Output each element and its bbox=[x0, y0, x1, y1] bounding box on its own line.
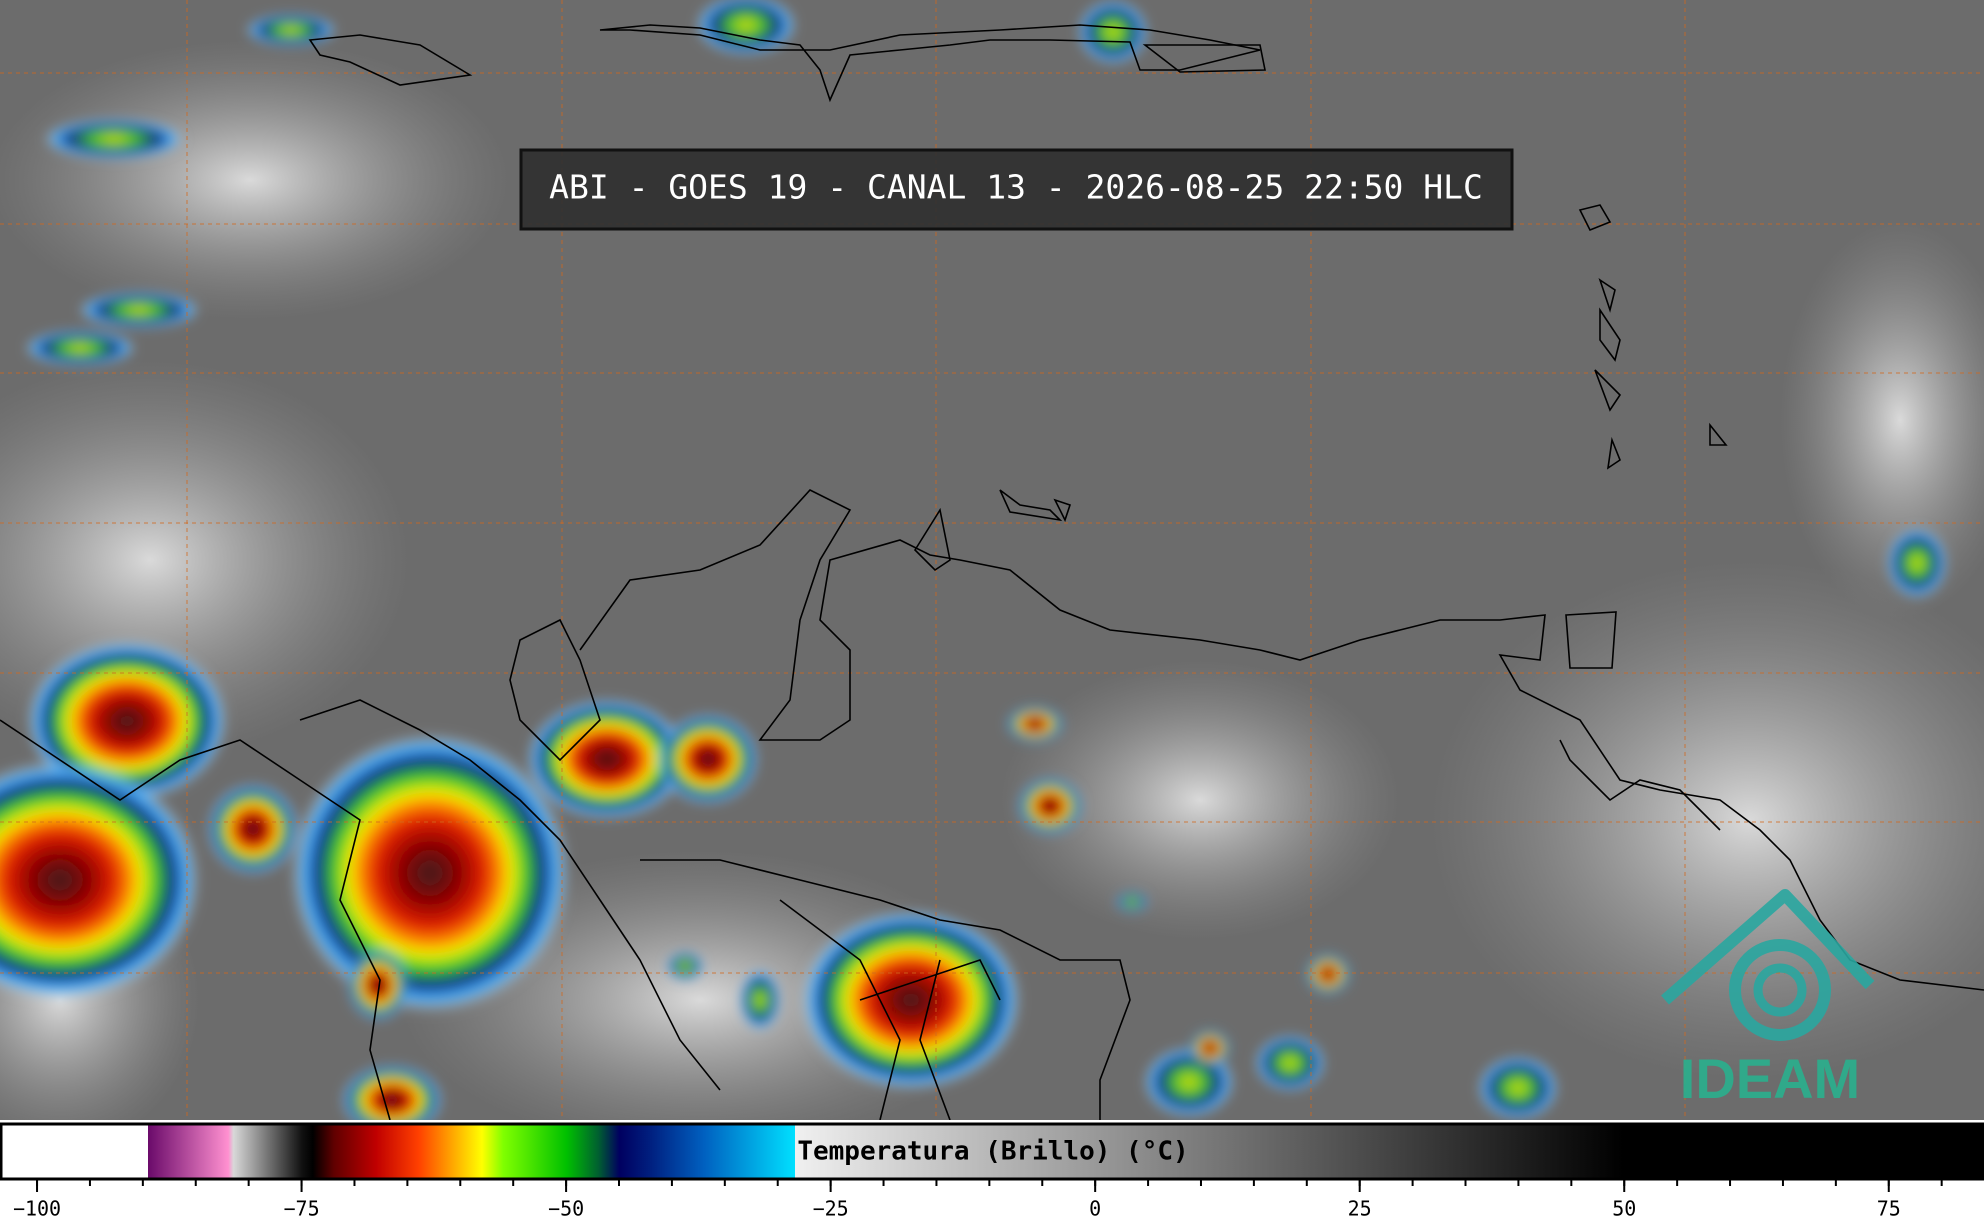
tick-label: −50 bbox=[548, 1197, 584, 1221]
tick-label: 75 bbox=[1877, 1197, 1901, 1221]
colorbar-label: Temperatura (Brillo) (°C) bbox=[797, 1137, 1188, 1167]
map-title: ABI - GOES 19 - CANAL 13 - 2026-08-25 22… bbox=[549, 168, 1483, 207]
logo: IDEAM bbox=[1661, 889, 1875, 1110]
tick-label: −75 bbox=[284, 1197, 320, 1221]
coastlines bbox=[0, 24, 1984, 1120]
colorbar-bar bbox=[0, 1122, 1984, 1181]
logo-text: IDEAM bbox=[1680, 1047, 1860, 1110]
tick-label: 25 bbox=[1348, 1197, 1372, 1221]
tick-label: −100 bbox=[13, 1197, 61, 1221]
title-box: ABI - GOES 19 - CANAL 13 - 2026-08-25 22… bbox=[519, 148, 1514, 231]
satellite-map: ABI - GOES 19 - CANAL 13 - 2026-08-25 22… bbox=[0, 0, 1984, 1120]
tick-label: −25 bbox=[813, 1197, 849, 1221]
colorbar: Temperatura (Brillo) (°C) −100 −75 −50 −25 0… bbox=[0, 1120, 1984, 1222]
tick-label: 50 bbox=[1612, 1197, 1636, 1221]
tick-label: 0 bbox=[1089, 1197, 1101, 1221]
